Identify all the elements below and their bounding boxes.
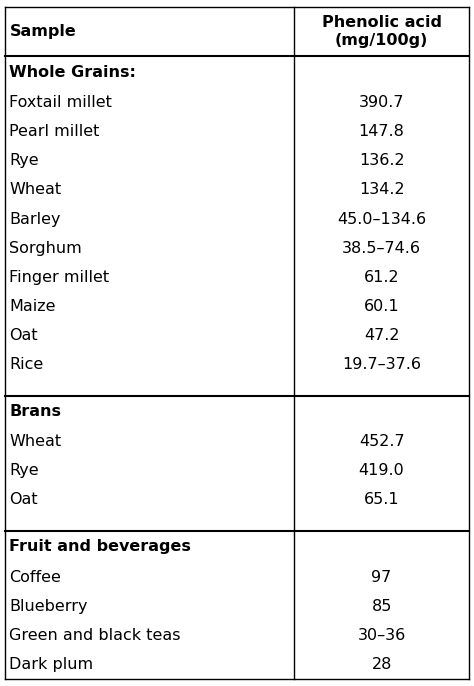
Text: Green and black teas: Green and black teas (9, 628, 181, 643)
Text: 65.1: 65.1 (364, 493, 400, 508)
Text: Maize: Maize (9, 299, 56, 314)
Text: 45.0–134.6: 45.0–134.6 (337, 211, 426, 226)
Text: 452.7: 452.7 (359, 434, 404, 449)
Text: 390.7: 390.7 (359, 95, 404, 110)
Text: 134.2: 134.2 (359, 182, 404, 198)
Text: Fruit and beverages: Fruit and beverages (9, 539, 191, 554)
Text: Pearl millet: Pearl millet (9, 124, 100, 139)
Text: Rye: Rye (9, 154, 39, 168)
Text: Wheat: Wheat (9, 182, 62, 198)
Text: Whole Grains:: Whole Grains: (9, 64, 137, 80)
Text: Blueberry: Blueberry (9, 599, 88, 614)
Text: Barley: Barley (9, 211, 61, 226)
Text: 419.0: 419.0 (359, 464, 404, 478)
Text: Dark plum: Dark plum (9, 657, 93, 672)
Text: Oat: Oat (9, 493, 38, 508)
Text: Phenolic acid
(mg/100g): Phenolic acid (mg/100g) (321, 16, 442, 48)
Text: Coffee: Coffee (9, 570, 61, 585)
Text: 28: 28 (372, 657, 392, 672)
Text: Sorghum: Sorghum (9, 241, 82, 256)
Text: 60.1: 60.1 (364, 299, 400, 314)
Text: 47.2: 47.2 (364, 328, 399, 343)
Text: Sample: Sample (9, 24, 76, 39)
Text: Rye: Rye (9, 464, 39, 478)
Text: 19.7–37.6: 19.7–37.6 (342, 357, 421, 372)
Text: Finger millet: Finger millet (9, 270, 109, 285)
Text: Wheat: Wheat (9, 434, 62, 449)
Text: 136.2: 136.2 (359, 154, 404, 168)
Text: 147.8: 147.8 (359, 124, 404, 139)
Text: 30–36: 30–36 (357, 628, 406, 643)
Text: 38.5–74.6: 38.5–74.6 (342, 241, 421, 256)
Text: Rice: Rice (9, 357, 44, 372)
Text: 85: 85 (372, 599, 392, 614)
Text: Brans: Brans (9, 404, 62, 419)
Text: Foxtail millet: Foxtail millet (9, 95, 112, 110)
Text: Oat: Oat (9, 328, 38, 343)
Text: 61.2: 61.2 (364, 270, 400, 285)
Text: 97: 97 (372, 570, 392, 585)
